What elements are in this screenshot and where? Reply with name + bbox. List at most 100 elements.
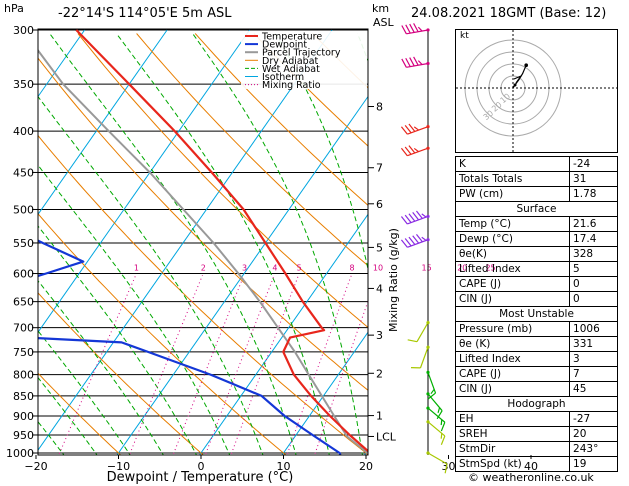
pressure-label-400: 400 — [13, 125, 34, 138]
isotherm--40 — [38, 29, 168, 216]
index-label: θe (K) — [454, 336, 571, 352]
indices-row: CIN (J) 45 — [454, 381, 618, 397]
mixing-ratio-label-10: 10 — [373, 264, 383, 273]
wind-barb-12 — [426, 451, 448, 474]
pressure-label-300: 300 — [13, 24, 34, 37]
index-value: 20 — [569, 426, 618, 442]
legend-label-0: Temperature — [261, 32, 322, 43]
indices-row: Lifted Index 3 — [454, 351, 618, 367]
mixing-ratio-label-15: 15 — [422, 264, 432, 273]
indices-row: CIN (J) 0 — [454, 291, 618, 307]
index-label: CIN (J) — [454, 291, 571, 307]
index-value: 45 — [569, 381, 618, 397]
series-dewpoint — [38, 239, 342, 455]
wet-adiabat--4 — [38, 280, 164, 455]
index-value: 21.6 — [569, 216, 618, 232]
indices-row: CAPE (J) 7 — [454, 366, 618, 382]
hpa-label: hPa — [4, 2, 24, 15]
isotherm-0 — [198, 213, 368, 455]
dry-adiabat-30 — [38, 57, 368, 391]
indices-row: θe (K) 331 — [454, 336, 618, 352]
dry-adiabat-50 — [136, 33, 368, 267]
pressure-label-800: 800 — [13, 369, 34, 382]
dry-adiabat-60 — [194, 33, 368, 206]
wet-adiabat-4 — [38, 164, 231, 455]
indices-row: StmSpd (kt) 19 — [454, 456, 618, 472]
mixing-ratio-label-4: 4 — [272, 264, 277, 273]
section-header-surface: Surface — [455, 201, 618, 217]
mixing-ratio-line-3 — [172, 275, 245, 455]
mixing-ratio-label-2: 2 — [201, 264, 206, 273]
x-tick-label--20: −20 — [24, 460, 47, 473]
mixing-ratio-line-4 — [204, 275, 275, 455]
index-label: CAPE (J) — [454, 366, 571, 382]
hodograph-kt-label: kt — [460, 31, 469, 41]
isotherm--20 — [38, 29, 333, 451]
km-label: km — [372, 2, 390, 15]
legend-label-1: Dewpoint — [262, 40, 307, 51]
asl-label: ASL — [373, 16, 394, 29]
indices-row: K -24 — [454, 156, 618, 172]
indices-row: Surface — [455, 201, 618, 217]
wet-adiabat-16 — [116, 33, 330, 455]
pressure-label-750: 750 — [13, 346, 34, 359]
indices-row: Most Unstable — [455, 306, 618, 322]
wet-adiabat-12 — [49, 33, 297, 455]
dry-adiabat-10 — [38, 213, 287, 455]
legend-background — [241, 31, 367, 89]
km-label-3: 3 — [376, 329, 383, 342]
index-label: StmSpd (kt) — [454, 456, 571, 472]
wet-adiabat-0 — [38, 225, 198, 455]
index-label: Lifted Index — [454, 261, 571, 277]
indices-row: Totals Totals 31 — [454, 171, 618, 187]
dry-adiabat-40 — [77, 33, 368, 329]
index-value: 7 — [569, 366, 618, 382]
indices-row: Temp (°C) 21.6 — [454, 216, 618, 232]
pressure-label-350: 350 — [13, 78, 34, 91]
index-label: CAPE (J) — [454, 276, 571, 292]
wet-adiabat-20 — [192, 33, 363, 455]
index-value: 3 — [569, 351, 618, 367]
wind-barb-2 — [400, 123, 430, 135]
indices-row: θe(K) 328 — [454, 246, 618, 262]
mixing-ratio-label-3: 3 — [242, 264, 247, 273]
dry-adiabat--10 — [38, 372, 122, 455]
index-label: Pressure (mb) — [454, 321, 571, 337]
mixing-ratio-label-1: 1 — [134, 264, 139, 273]
km-label-1: 1 — [376, 410, 383, 423]
pressure-label-650: 650 — [13, 296, 34, 309]
km-label-LCL: LCL — [376, 430, 397, 443]
x-axis-title: Dewpoint / Temperature (°C) — [107, 470, 294, 485]
indices-row: Hodograph — [455, 396, 618, 412]
wind-barb-0 — [401, 23, 430, 35]
hodo-storm-motion — [513, 83, 517, 87]
indices-row: Dewp (°C) 17.4 — [454, 231, 618, 247]
index-label: Totals Totals — [454, 171, 571, 187]
wind-barb-4 — [400, 210, 430, 225]
x-tick-label--10: −10 — [107, 460, 130, 473]
wind-barb-1 — [401, 56, 430, 68]
indices-row: EH -27 — [454, 411, 618, 427]
hodo-ring-label-10: 10 — [498, 92, 512, 105]
index-label: EH — [454, 411, 571, 427]
wind-barb-8 — [426, 370, 437, 400]
wind-barb-5 — [400, 233, 430, 248]
mixing-ratio-line-2 — [128, 275, 203, 455]
index-value: 31 — [569, 171, 618, 187]
hodo-storm-arrow — [513, 75, 522, 84]
indices-panel: K -24 Totals Totals 31 PW (cm) 1.78 Surface Tem… — [454, 156, 618, 472]
wind-barb-10 — [426, 406, 446, 432]
dry-adiabat-0 — [38, 292, 205, 455]
km-label-6: 6 — [376, 198, 383, 211]
pressure-label-700: 700 — [13, 322, 34, 335]
pressure-label-1000: 1000 — [6, 447, 34, 460]
index-label: Dewp (°C) — [454, 231, 571, 247]
mixing-ratio-line-5 — [230, 275, 299, 455]
indices-row: Lifted Index 5 — [454, 261, 618, 277]
index-label: PW (cm) — [454, 186, 571, 202]
indices-row: PW (cm) 1.78 — [454, 186, 618, 202]
series-temperature — [75, 29, 368, 453]
index-value: 0 — [569, 276, 618, 292]
mixing-ratio-line-20 — [404, 275, 462, 457]
